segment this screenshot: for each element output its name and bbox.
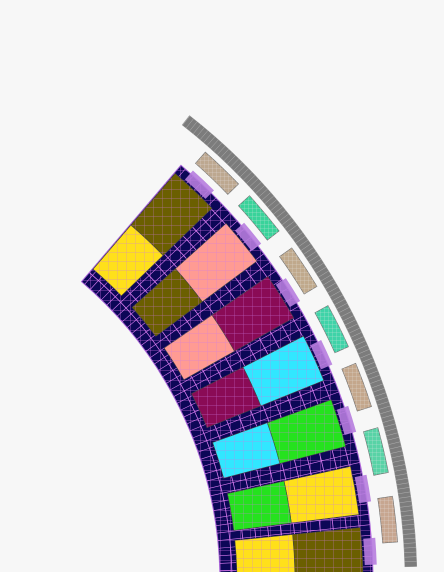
slot-coil [92,170,214,297]
slot-coil [212,399,357,479]
magnet-segment [238,195,280,241]
slot-coil [131,222,262,337]
slot-coil [234,527,377,572]
stator-coils [92,170,377,572]
back-iron-arc [181,115,418,568]
magnet-ring [194,151,398,544]
slot-coil [163,276,301,381]
magnet-segment [279,247,318,295]
magnet-segment [377,495,398,544]
slot-coil [191,335,333,429]
slot-coil [227,466,372,531]
back-iron-ring [181,115,418,568]
magnet-segment [341,362,372,412]
magnet-segment [194,151,240,195]
magnet-segment [314,305,349,354]
magnet-segment [363,427,389,476]
